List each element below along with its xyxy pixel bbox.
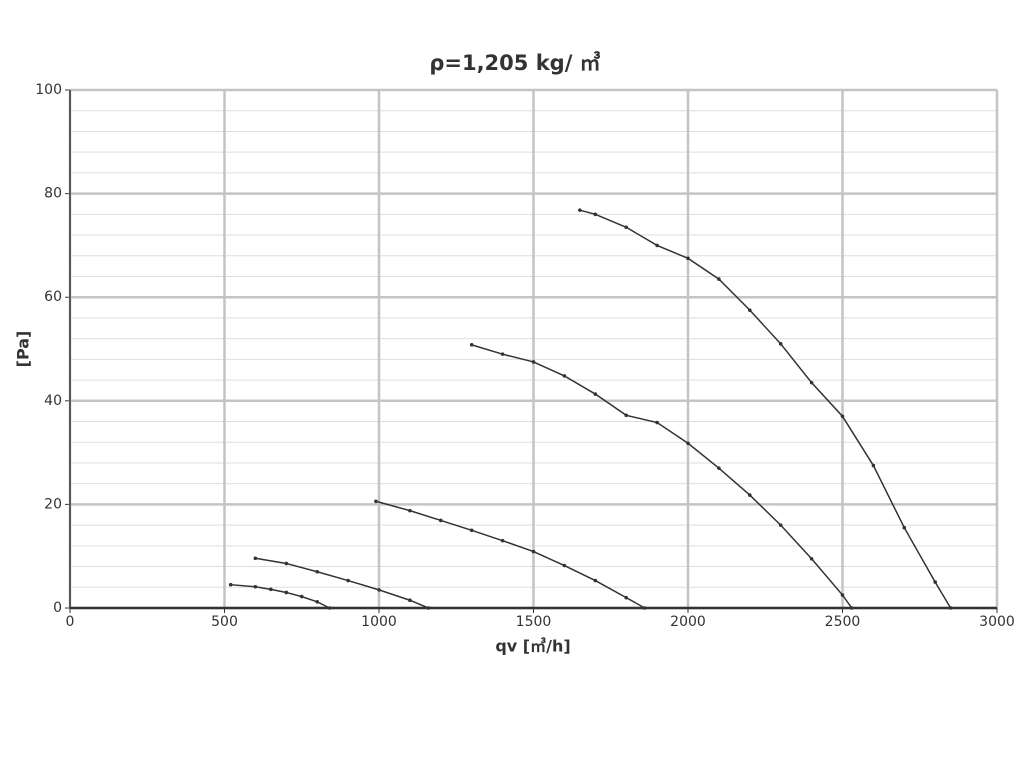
- data-point: [849, 606, 854, 610]
- data-point: [284, 590, 289, 595]
- data-point: [624, 413, 628, 418]
- x-tick-label: 2500: [825, 614, 861, 630]
- data-point: [562, 563, 567, 568]
- data-point: [439, 518, 443, 523]
- data-point: [840, 414, 845, 419]
- data-point: [469, 343, 474, 347]
- data-point: [717, 277, 721, 281]
- y-tick-label: 0: [53, 600, 62, 616]
- series-line: [471, 344, 853, 609]
- data-point: [346, 578, 350, 583]
- data-point: [809, 380, 814, 385]
- data-point: [748, 308, 752, 312]
- data-point: [408, 508, 412, 513]
- x-tick-label: 0: [66, 614, 75, 630]
- data-point: [374, 499, 378, 504]
- data-point: [253, 556, 258, 561]
- data-point: [253, 584, 258, 589]
- data-point: [562, 374, 567, 378]
- data-point: [655, 420, 659, 425]
- data-point: [624, 225, 628, 230]
- data-point: [655, 243, 659, 248]
- data-point: [284, 561, 289, 566]
- x-tick-label: 500: [211, 614, 238, 630]
- data-point: [778, 523, 783, 527]
- data-point: [593, 212, 598, 217]
- data-point: [948, 606, 953, 610]
- x-tick-label: 1000: [361, 614, 397, 630]
- data-point: [933, 580, 937, 584]
- data-point: [902, 525, 907, 530]
- data-point: [469, 528, 474, 533]
- x-tick-label: 3000: [979, 614, 1015, 630]
- y-tick-label: 100: [35, 82, 62, 98]
- data-point: [642, 606, 647, 610]
- data-point: [315, 569, 320, 574]
- data-point: [686, 256, 690, 261]
- series-line: [255, 557, 429, 609]
- x-axis-label: qv [㎥/h]: [495, 637, 570, 656]
- data-point: [377, 588, 381, 592]
- data-point: [809, 556, 814, 561]
- data-point: [327, 606, 332, 610]
- data-point: [315, 599, 320, 604]
- data-point: [500, 538, 505, 543]
- data-point: [686, 441, 690, 446]
- data-point: [531, 360, 536, 364]
- data-point: [717, 466, 721, 470]
- y-tick-label: 40: [44, 393, 62, 409]
- data-point: [228, 582, 233, 587]
- data-point: [269, 587, 273, 592]
- series-line: [579, 209, 952, 609]
- data-point: [871, 463, 876, 468]
- data-point: [840, 593, 845, 597]
- data-point: [778, 342, 783, 346]
- data-point: [593, 578, 598, 583]
- y-tick-label: 60: [44, 289, 62, 305]
- x-tick-label: 1500: [516, 614, 552, 630]
- data-point: [578, 208, 582, 212]
- data-point: [748, 493, 752, 497]
- data-point: [624, 595, 628, 600]
- data-point: [593, 392, 598, 396]
- y-axis-label: [Pa]: [14, 331, 33, 368]
- y-tick-label: 80: [44, 186, 62, 202]
- chart-title: ρ=1,205 kg/ ㎥: [429, 51, 600, 75]
- x-tick-label: 2000: [670, 614, 706, 630]
- data-point: [531, 549, 536, 554]
- series-line: [230, 583, 330, 609]
- data-point: [500, 352, 505, 356]
- data-point: [408, 598, 412, 603]
- data-point: [299, 594, 304, 599]
- y-tick-label: 20: [44, 496, 62, 512]
- series-line: [375, 500, 646, 609]
- data-point: [426, 606, 431, 610]
